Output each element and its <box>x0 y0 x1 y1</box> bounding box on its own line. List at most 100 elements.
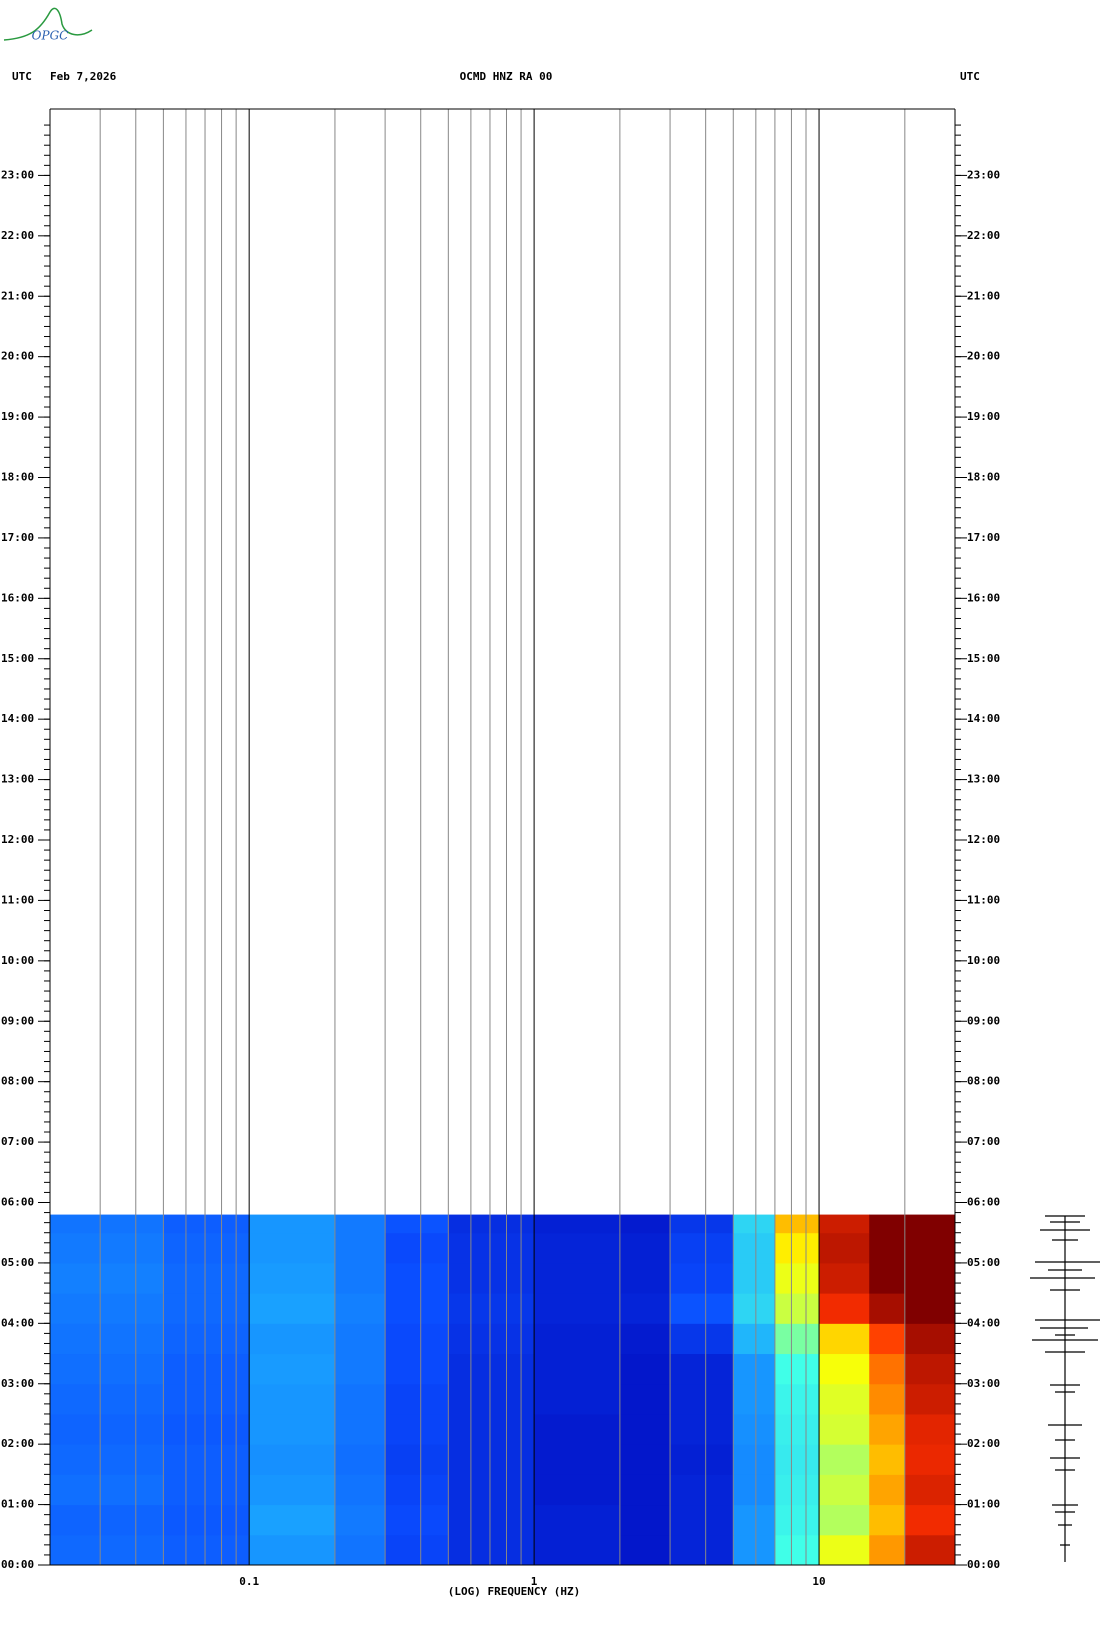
spectrogram-cell <box>50 1504 164 1536</box>
spectrogram-cell <box>249 1232 336 1264</box>
chart-title: OCMD HNZ RA 00 <box>460 70 553 83</box>
y-tick-label: 12:00 <box>1 833 34 846</box>
spectrogram-cell <box>619 1214 671 1234</box>
spectrogram-cell <box>334 1262 386 1294</box>
spectrogram-cell <box>249 1474 336 1506</box>
spectrogram-cell <box>869 1262 906 1294</box>
y-tick-label-right: 07:00 <box>967 1135 1000 1148</box>
spectrogram-cell <box>774 1383 820 1415</box>
right-label: UTC <box>960 70 980 83</box>
plot-area: 0.1 1 10 00:00 00:00 01:00 01:00 02:00 02:00 03:0… <box>1 108 1000 1588</box>
spectrogram-cell <box>50 1474 164 1506</box>
y-tick-label-right: 08:00 <box>967 1075 1000 1088</box>
y-tick-label: 20:00 <box>1 350 34 363</box>
y-tick-label-right: 06:00 <box>967 1196 1000 1209</box>
y-tick-label: 15:00 <box>1 652 34 665</box>
spectrogram-cell <box>619 1413 671 1445</box>
spectrogram-cell <box>385 1262 449 1294</box>
spectrogram-cell <box>448 1214 535 1234</box>
spectrogram-cell <box>869 1474 906 1506</box>
spectrogram-cell <box>904 1444 956 1475</box>
spectrogram-cell <box>733 1232 776 1264</box>
spectrogram-cell <box>385 1413 449 1445</box>
spectrogram-cell <box>819 1293 870 1324</box>
spectrogram-cell <box>534 1293 621 1324</box>
spectrogram-cell <box>534 1262 621 1294</box>
spectrogram-cell <box>869 1444 906 1475</box>
spectrogram-cell <box>334 1413 386 1445</box>
spectrogram-cell <box>670 1232 734 1264</box>
x-tick-label: 10 <box>812 1575 825 1588</box>
spectrogram-cell <box>448 1353 535 1385</box>
spectrogram-cell <box>670 1353 734 1385</box>
spectrogram-cell <box>819 1504 870 1536</box>
logo: OPGC <box>3 7 93 43</box>
y-tick-label-right: 12:00 <box>967 833 1000 846</box>
spectrogram-cell <box>448 1232 535 1264</box>
spectrogram-cell <box>869 1413 906 1445</box>
spectrogram-cell <box>733 1504 776 1536</box>
spectrogram-cell <box>869 1504 906 1536</box>
y-tick-label-right: 05:00 <box>967 1256 1000 1269</box>
y-tick-label-right: 10:00 <box>967 954 1000 967</box>
spectrogram-cell <box>869 1383 906 1415</box>
y-tick-label: 13:00 <box>1 773 34 786</box>
spectrogram-cell <box>50 1383 164 1415</box>
spectrogram-cell <box>334 1383 386 1415</box>
spectrogram-cell <box>733 1534 776 1566</box>
y-tick-label-right: 02:00 <box>967 1437 1000 1450</box>
y-tick-label-right: 03:00 <box>967 1377 1000 1390</box>
spectrogram-cell <box>733 1444 776 1475</box>
spectrogram-cell <box>534 1232 621 1264</box>
y-tick-label: 00:00 <box>1 1558 34 1571</box>
spectrogram-cell <box>50 1323 164 1355</box>
spectrogram-cell <box>534 1444 621 1475</box>
y-tick-label: 03:00 <box>1 1377 34 1390</box>
spectrogram-cell <box>249 1383 336 1415</box>
spectrogram-cell <box>249 1214 336 1234</box>
spectrogram-cell <box>163 1353 250 1385</box>
spectrogram-cell <box>670 1474 734 1506</box>
spectrogram-cell <box>733 1413 776 1445</box>
y-tick-label: 14:00 <box>1 712 34 725</box>
spectrogram-cell <box>869 1232 906 1264</box>
spectrogram-cell <box>670 1413 734 1445</box>
spectrogram-cell <box>774 1353 820 1385</box>
spectrogram-cell <box>534 1474 621 1506</box>
spectrogram-cell <box>819 1232 870 1264</box>
spectrogram-cell <box>50 1444 164 1475</box>
spectrogram-cell <box>249 1323 336 1355</box>
spectrogram-cell <box>619 1474 671 1506</box>
y-tick-label: 17:00 <box>1 531 34 544</box>
spectrogram-cell <box>670 1214 734 1234</box>
spectrogram-cell <box>534 1353 621 1385</box>
spectrogram-cell <box>385 1214 449 1234</box>
y-tick-label-right: 15:00 <box>967 652 1000 665</box>
y-tick-label-right: 22:00 <box>967 229 1000 242</box>
spectrogram-cell <box>819 1214 870 1234</box>
spectrogram-cell <box>534 1383 621 1415</box>
spectrogram-cell <box>619 1262 671 1294</box>
spectrogram-cell <box>619 1323 671 1355</box>
y-tick-label: 10:00 <box>1 954 34 967</box>
spectrogram-cell <box>448 1262 535 1294</box>
spectrogram-cell <box>904 1504 956 1536</box>
spectrogram-cell <box>904 1214 956 1234</box>
spectrogram-cell <box>163 1262 250 1294</box>
spectrogram-cell <box>774 1232 820 1264</box>
spectrogram-cell <box>334 1232 386 1264</box>
spectrogram-cell <box>904 1413 956 1445</box>
trace-path <box>1030 1215 1100 1562</box>
spectrogram-cell <box>904 1474 956 1506</box>
spectrogram-cell <box>733 1353 776 1385</box>
spectrogram-cell <box>904 1262 956 1294</box>
y-tick-label-right: 17:00 <box>967 531 1000 544</box>
y-tick-label-right: 16:00 <box>967 591 1000 604</box>
spectrogram-cell <box>163 1383 250 1415</box>
spectrogram-cell <box>385 1323 449 1355</box>
y-tick-label: 22:00 <box>1 229 34 242</box>
spectrogram-cell <box>534 1504 621 1536</box>
y-tick-label: 05:00 <box>1 1256 34 1269</box>
y-tick-label: 16:00 <box>1 591 34 604</box>
spectrogram-cell <box>774 1474 820 1506</box>
